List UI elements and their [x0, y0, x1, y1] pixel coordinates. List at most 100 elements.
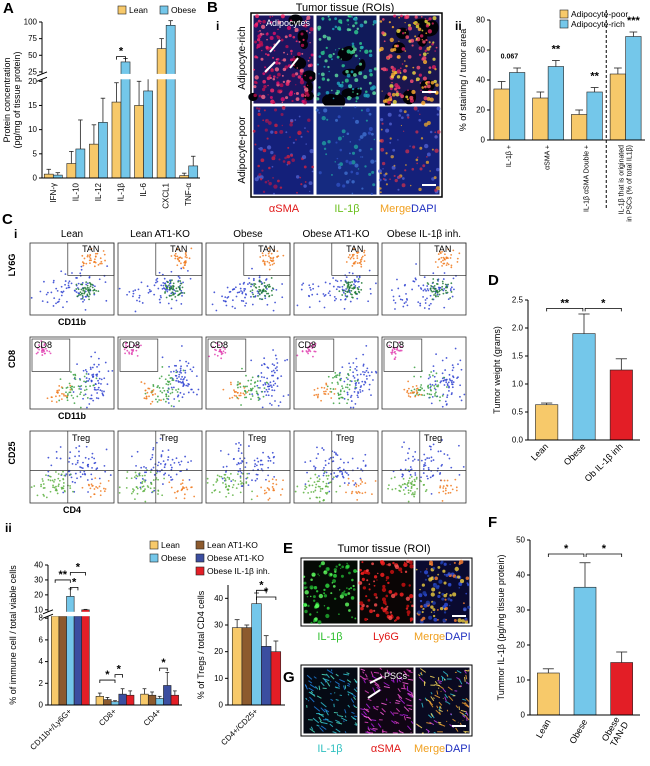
event-dot [341, 285, 344, 288]
texture [319, 720, 323, 724]
event-dot [176, 490, 179, 492]
event-dot [401, 299, 404, 301]
event-dot [181, 482, 184, 485]
event-dot [456, 377, 458, 380]
event-dot [175, 371, 178, 374]
event-dot [267, 292, 270, 295]
event-dot [267, 455, 270, 458]
texture [395, 708, 400, 713]
texture [429, 45, 432, 48]
event-dot [443, 453, 446, 455]
event-dot [329, 282, 331, 285]
event-dot [162, 281, 165, 284]
event-dot [175, 290, 177, 292]
event-dot [335, 475, 337, 478]
texture [313, 676, 317, 679]
texture [371, 562, 374, 566]
texture [352, 117, 355, 119]
texture [415, 723, 423, 729]
texture [391, 155, 393, 157]
texture [351, 160, 356, 165]
event-dot [163, 466, 166, 469]
event-dot [177, 286, 180, 288]
event-dot [442, 393, 445, 396]
event-dot [429, 376, 432, 378]
texture [431, 65, 436, 70]
texture [381, 587, 387, 593]
event-dot [446, 403, 448, 405]
event-dot [228, 485, 231, 488]
texture [414, 72, 417, 74]
event-dot [186, 468, 188, 471]
event-dot [441, 394, 444, 397]
texture [363, 679, 366, 684]
event-dot [328, 490, 331, 493]
texture [382, 67, 387, 72]
texture [377, 572, 379, 575]
event-dot [409, 489, 412, 492]
event-dot [316, 395, 319, 398]
event-dot [418, 388, 420, 391]
event-dot [341, 366, 344, 369]
texture [406, 559, 410, 564]
event-dot [431, 290, 434, 293]
event-dot [350, 492, 353, 495]
event-dot [90, 355, 93, 358]
event-dot [274, 301, 276, 304]
texture [357, 87, 360, 90]
event-dot [432, 459, 435, 461]
event-dot [91, 375, 94, 378]
event-dot [351, 281, 353, 283]
event-dot [45, 496, 48, 499]
texture [439, 606, 444, 611]
event-dot [232, 478, 235, 481]
event-dot [166, 287, 168, 290]
event-dot [344, 280, 347, 283]
event-dot [437, 286, 440, 289]
texture [340, 717, 348, 722]
event-dot [183, 493, 186, 496]
texture [434, 68, 437, 71]
texture [436, 113, 440, 116]
event-dot [282, 479, 284, 482]
texture [393, 14, 397, 18]
texture [423, 603, 428, 608]
event-dot [325, 471, 328, 474]
y-tick-label: 2 [39, 679, 44, 688]
texture [412, 71, 416, 75]
texture [271, 165, 274, 168]
texture [388, 21, 391, 24]
event-dot [87, 295, 90, 298]
event-dot [128, 352, 131, 355]
texture [261, 169, 264, 172]
event-dot [144, 389, 147, 392]
event-dot [407, 387, 410, 390]
event-dot [187, 391, 190, 394]
event-dot [89, 496, 92, 498]
texture [455, 727, 459, 732]
event-dot [444, 487, 447, 490]
significance-bracket [69, 572, 86, 576]
event-dot [451, 386, 454, 389]
texture [430, 611, 433, 613]
texture [462, 715, 466, 718]
texture [394, 720, 400, 724]
event-dot [407, 485, 410, 488]
texture [393, 164, 396, 167]
event-dot [88, 276, 91, 279]
gate-label: CD8 [122, 340, 140, 350]
event-dot [456, 261, 459, 263]
event-dot [322, 474, 325, 477]
texture [448, 695, 454, 702]
event-dot [79, 378, 82, 381]
event-dot [136, 450, 139, 453]
texture [334, 161, 336, 163]
event-dot [323, 390, 325, 393]
event-dot [182, 267, 185, 270]
event-dot [353, 283, 355, 286]
event-dot [429, 448, 432, 451]
event-dot [165, 296, 168, 299]
event-dot [156, 464, 159, 467]
event-dot [356, 257, 359, 260]
event-dot [305, 486, 308, 489]
